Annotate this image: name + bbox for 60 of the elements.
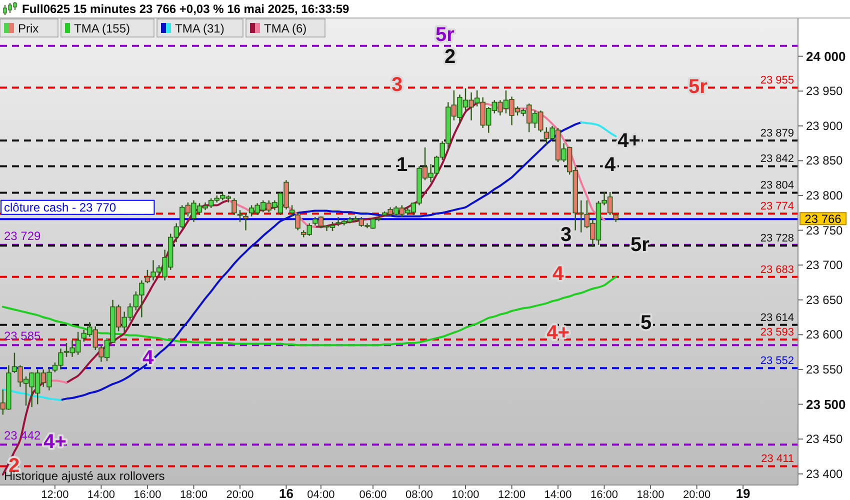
ref-line-label: 23 879 (760, 127, 794, 140)
x-tick-label: 20:00 (683, 489, 711, 500)
y-tick-label: 23 700 (806, 258, 844, 272)
x-tick-label: 19 (736, 486, 750, 500)
legend-label: TMA (31) (175, 22, 224, 36)
chart-title: Full0625 15 minutes 23 766 +0,03 % 16 mai 2025, 16:33:59 (22, 2, 350, 16)
x-tick-label: 16:00 (134, 489, 162, 500)
y-tick-label: 24 000 (806, 48, 846, 64)
ref-line-label: 23 593 (760, 326, 794, 339)
y-tick-label: 23 500 (806, 396, 846, 412)
annotation: 5r (630, 234, 650, 256)
y-tick-label: 23 900 (806, 118, 844, 133)
annotation: 4 (552, 263, 564, 285)
x-tick-label: 18:00 (636, 489, 664, 500)
x-tick-label: 10:00 (452, 489, 480, 500)
ref-line-label: 23 614 (760, 312, 794, 324)
legend-label: Prix (18, 22, 39, 36)
x-tick-label: 12:00 (41, 489, 69, 500)
x-tick-label: 18:00 (180, 489, 208, 500)
x-tick-label: 16:00 (590, 489, 618, 500)
ref-line-label: 23 552 (760, 355, 794, 368)
ref-line-label: 23 842 (760, 153, 794, 166)
candlestick (295, 212, 300, 231)
candlestick (289, 204, 295, 217)
annotation: 3 (560, 224, 572, 246)
y-tick-label: 23 550 (806, 362, 844, 376)
annotation: 2 (444, 46, 456, 68)
annotation: 23 729 (4, 228, 42, 243)
annotation: 4+ (44, 431, 66, 453)
annotation: clôture cash - 23 770 (4, 200, 116, 214)
x-tick-label: 06:00 (359, 489, 387, 500)
y-tick-label: 23 950 (806, 84, 844, 98)
ref-line-label: 23 683 (760, 264, 794, 276)
y-tick-label: 23 450 (806, 432, 844, 446)
legend-label: TMA (155) (74, 22, 130, 36)
annotation: 4+ (546, 322, 570, 344)
annotation: 1 (396, 154, 408, 176)
ref-line-label: 23 774 (760, 200, 794, 213)
x-tick-label: 08:00 (405, 489, 434, 500)
y-tick-label: 23 650 (806, 292, 844, 307)
x-tick-label: 14:00 (87, 489, 115, 500)
ref-line-label: 23 411 (761, 453, 794, 466)
x-tick-label: 14:00 (544, 489, 572, 500)
y-tick-label: 23 800 (806, 188, 844, 202)
ref-line-label: 23 804 (760, 180, 794, 192)
y-tick-label: 23 600 (806, 328, 844, 342)
x-tick-label: 12:00 (498, 489, 526, 500)
annotation: 5 (640, 312, 652, 334)
candlestick (243, 212, 248, 231)
y-tick-label: 23 400 (806, 466, 844, 481)
annotation: 5r (436, 24, 455, 46)
legend-label: TMA (6) (264, 22, 307, 36)
ref-line-label: 23 728 (760, 232, 794, 245)
y-tick-label: 23 850 (806, 154, 844, 168)
candlestick (232, 198, 237, 216)
x-tick-label: 04:00 (307, 489, 335, 500)
annotation: 5r (688, 76, 708, 98)
x-tick-label: 16 (279, 486, 294, 500)
ref-line-label: 23 955 (760, 74, 794, 87)
x-tick-label: 20:00 (226, 489, 254, 500)
